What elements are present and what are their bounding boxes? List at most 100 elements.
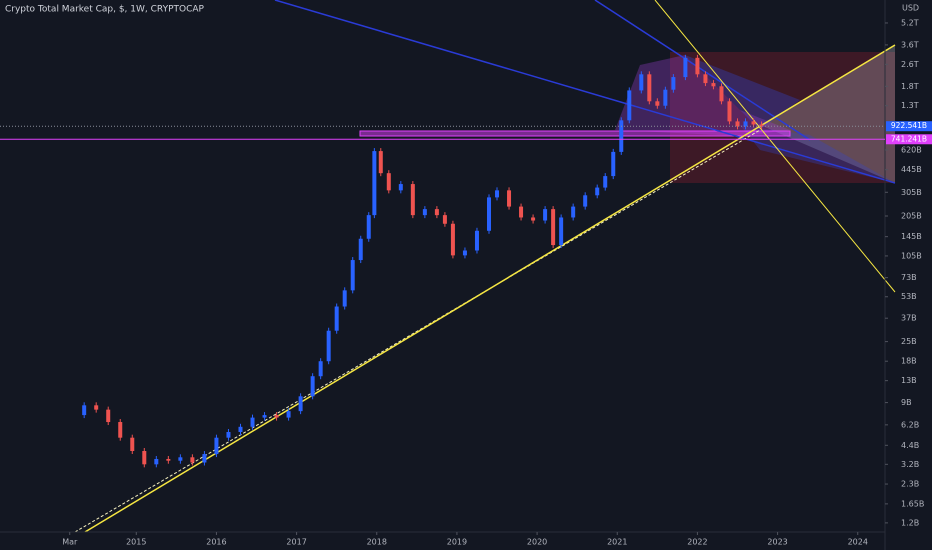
candle	[519, 206, 524, 218]
candle	[310, 376, 315, 397]
y-tick-label: 1.3T	[901, 101, 919, 110]
candle	[434, 209, 439, 216]
y-tick-label: 18B	[901, 357, 917, 366]
x-tick-label: 2022	[687, 538, 707, 547]
candle	[639, 74, 644, 91]
candle	[619, 120, 624, 152]
candle	[274, 415, 279, 418]
candle	[759, 124, 764, 127]
candle	[695, 57, 700, 75]
y-tick-label: 1.8T	[901, 82, 919, 91]
candle	[583, 195, 588, 207]
candle	[298, 396, 303, 412]
y-tick-label: 105B	[901, 251, 922, 260]
candle	[450, 223, 455, 256]
candle	[106, 409, 111, 423]
candle	[474, 230, 479, 251]
candle	[595, 187, 600, 196]
y-tick-label: 37B	[901, 314, 917, 323]
candle	[743, 121, 748, 127]
candle	[611, 151, 616, 177]
currency-label: USD	[902, 4, 919, 13]
candle	[559, 217, 564, 246]
y-tick-label: 53B	[901, 292, 917, 301]
candle	[719, 86, 724, 102]
candle	[130, 437, 135, 452]
candle	[531, 217, 536, 221]
x-tick-label: Mar	[62, 538, 78, 547]
price-label-box	[886, 134, 932, 145]
candle	[118, 422, 123, 438]
y-tick-label: 205B	[901, 211, 922, 220]
candle	[214, 437, 219, 455]
x-tick-label: 2021	[607, 538, 627, 547]
candle	[398, 184, 403, 191]
x-tick-label: 2015	[126, 538, 146, 547]
x-tick-label: 2023	[767, 538, 787, 547]
candle	[647, 74, 652, 102]
candle	[366, 215, 371, 239]
candle	[378, 151, 383, 174]
candle	[94, 405, 99, 410]
candle	[551, 209, 556, 246]
candle	[422, 209, 427, 216]
candle	[334, 306, 339, 331]
x-tick-label: 2018	[367, 538, 387, 547]
price-label-box	[886, 121, 932, 132]
y-tick-label: 445B	[901, 165, 922, 174]
candle	[386, 173, 391, 191]
blue-trendline	[274, 0, 896, 184]
candle	[727, 101, 732, 122]
candle	[683, 57, 688, 78]
y-tick-label: 145B	[901, 232, 922, 241]
x-tick-label: 2016	[206, 538, 226, 547]
x-tick-label: 2017	[286, 538, 306, 547]
candle	[350, 260, 355, 291]
purple-band	[359, 130, 791, 137]
candle	[142, 451, 147, 465]
y-tick-label: 3.6T	[901, 40, 919, 49]
y-tick-label: 25B	[901, 337, 917, 346]
yellow-trendline	[654, 0, 896, 293]
candle	[711, 83, 716, 87]
candle	[262, 415, 267, 418]
candle	[286, 411, 291, 418]
purple-region	[615, 55, 790, 136]
candle	[462, 250, 467, 256]
dashed-trendline	[74, 129, 761, 533]
candle	[507, 190, 512, 207]
y-tick-label: 3.2B	[901, 460, 919, 469]
candle	[671, 77, 676, 90]
y-tick-label: 2.3B	[901, 480, 919, 489]
x-tick-label: 2020	[527, 538, 547, 547]
y-tick-label: 2.6T	[901, 60, 919, 69]
y-tick-label: 5.2T	[901, 18, 919, 27]
candle	[486, 197, 491, 231]
y-tick-label: 620B	[901, 145, 922, 154]
candle	[342, 290, 347, 307]
candle	[154, 458, 159, 465]
gray-triangle	[760, 45, 895, 183]
blue-triangle	[685, 55, 800, 130]
candle	[543, 209, 548, 221]
candle	[190, 457, 195, 463]
y-tick-label: 6.2B	[901, 420, 919, 429]
candle	[751, 121, 756, 125]
price-label: 741.241B	[891, 134, 927, 143]
candle	[495, 190, 500, 198]
candle	[603, 176, 608, 188]
candle	[410, 184, 415, 216]
y-tick-label: 1.65B	[901, 499, 924, 508]
blue-trendline	[594, 0, 811, 141]
candle	[226, 431, 231, 438]
candle	[663, 89, 668, 106]
candle	[442, 215, 447, 224]
candle	[202, 454, 207, 463]
y-tick-label: 9B	[901, 398, 912, 407]
y-tick-label: 13B	[901, 376, 917, 385]
y-tick-label: 305B	[901, 188, 922, 197]
candle	[82, 405, 87, 416]
candle	[166, 458, 171, 461]
